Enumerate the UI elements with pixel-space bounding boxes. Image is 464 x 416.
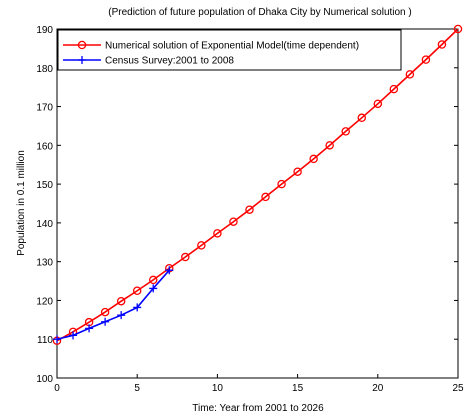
data-point — [100, 307, 110, 317]
x-tick-label: 20 — [372, 383, 384, 394]
legend-label: Census Survey:2001 to 2008 — [105, 56, 234, 67]
series-2 — [53, 266, 174, 344]
x-tick-label: 0 — [54, 383, 60, 394]
series-layer — [52, 24, 463, 346]
y-tick-label: 130 — [36, 258, 53, 269]
data-point — [325, 141, 334, 150]
x-tick-label: 10 — [212, 383, 224, 394]
y-tick-label: 150 — [36, 180, 53, 191]
data-point — [117, 311, 126, 320]
data-point — [309, 154, 318, 164]
data-point — [69, 331, 78, 340]
y-tick-label: 140 — [36, 219, 53, 230]
data-point — [341, 127, 350, 136]
data-point — [53, 335, 61, 344]
data-point — [132, 286, 142, 295]
data-point — [277, 179, 286, 189]
data-point — [149, 284, 158, 293]
legend-items: Numerical solution of Exponential Model(… — [63, 41, 359, 67]
data-point — [453, 24, 463, 34]
legend-item: Census Survey:2001 to 2008 — [63, 56, 234, 67]
data-point — [116, 296, 126, 306]
data-point — [85, 324, 94, 333]
y-tick-label: 180 — [36, 64, 53, 75]
x-axis-label: Time: Year from 2001 to 2026 — [192, 403, 324, 414]
y-tick-label: 160 — [36, 141, 53, 152]
data-point — [229, 217, 238, 226]
x-tick-label: 15 — [292, 383, 304, 394]
series-line — [56, 269, 170, 340]
legend-marker — [78, 56, 86, 64]
legend-label: Numerical solution of Exponential Model(… — [105, 41, 359, 52]
y-tick-label: 190 — [36, 25, 53, 36]
data-point — [261, 192, 270, 202]
data-point — [181, 252, 190, 262]
y-tick-label: 120 — [36, 296, 53, 307]
chart-title: (Prediction of future population of Dhak… — [108, 7, 411, 18]
data-point — [373, 99, 383, 109]
data-point — [245, 205, 254, 214]
y-tick-label: 110 — [37, 335, 53, 346]
data-point — [421, 55, 431, 64]
data-point — [165, 266, 174, 275]
data-point — [197, 241, 206, 250]
legend-box — [57, 29, 402, 71]
data-point — [293, 167, 302, 176]
y-axis-label: Population in 0.1 million — [16, 150, 27, 256]
series-1 — [52, 24, 463, 346]
data-point — [148, 275, 158, 285]
y-tick-label: 100 — [36, 374, 53, 385]
x-tick-label: 5 — [134, 383, 140, 394]
data-point — [357, 113, 367, 123]
x-tick-label: 25 — [452, 383, 464, 394]
data-point — [101, 317, 110, 326]
data-point — [405, 70, 415, 79]
legend-item: Numerical solution of Exponential Model(… — [63, 41, 359, 52]
data-point — [389, 84, 399, 94]
data-point — [133, 303, 142, 312]
data-point — [437, 40, 447, 49]
data-point — [213, 229, 222, 238]
legend: Numerical solution of Exponential Model(… — [57, 29, 402, 71]
y-tick-label: 170 — [36, 103, 53, 114]
legend-marker — [77, 40, 87, 50]
